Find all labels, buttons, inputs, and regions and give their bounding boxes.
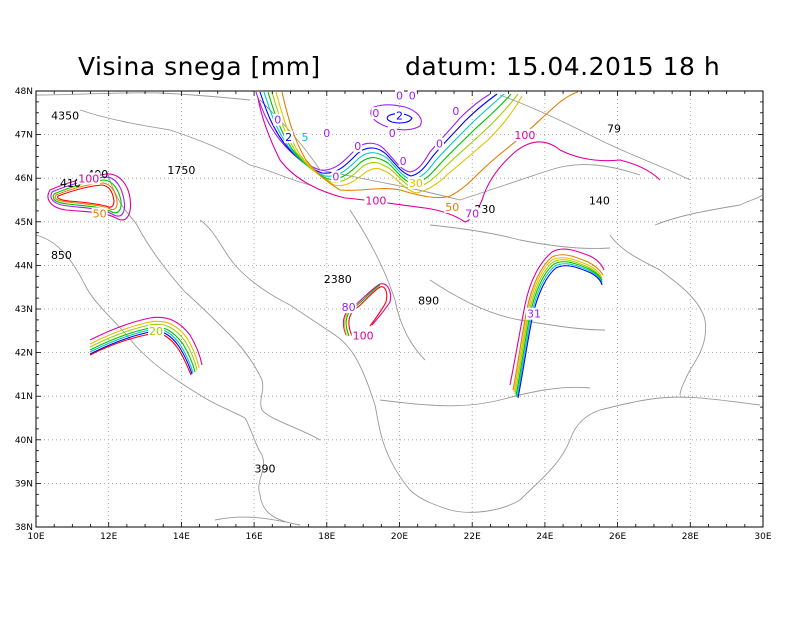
- dalmatian-coast: [200, 220, 358, 362]
- station-value: 890: [418, 295, 439, 308]
- contour-group-bulgaria: [510, 249, 604, 398]
- contour-label: 0: [436, 138, 443, 151]
- lat-tick-label: 43N: [15, 305, 33, 315]
- contour-label: 0: [452, 105, 459, 118]
- contour-label: 20: [149, 325, 163, 338]
- station-value: 4350: [51, 109, 79, 122]
- station-value: 79: [607, 122, 621, 135]
- lon-tick-label: 20E: [391, 532, 408, 542]
- contour-group-italy: [90, 317, 202, 375]
- station-value: 390: [255, 463, 276, 476]
- contour-label: 50: [93, 207, 107, 220]
- lon-tick-label: 24E: [536, 532, 553, 542]
- station-value: 2380: [324, 273, 352, 286]
- contour-label: 2: [396, 109, 403, 122]
- contour-label: 0: [354, 140, 361, 153]
- lon-tick-label: 10E: [27, 532, 44, 542]
- lat-tick-label: 40N: [15, 436, 33, 446]
- lon-tick-label: 28E: [682, 532, 699, 542]
- station-value: 140: [589, 194, 610, 207]
- lat-tick-label: 41N: [15, 392, 33, 402]
- black-sea-coast: [610, 235, 706, 395]
- contour-label: 100: [353, 330, 374, 343]
- lat-tick-label: 45N: [15, 218, 33, 228]
- contour-label: 0: [332, 170, 339, 183]
- contour-label: 0: [396, 90, 403, 103]
- black-sea-north: [655, 195, 762, 225]
- contour-label: 0: [409, 90, 416, 103]
- italy-adriatic-coast: [108, 175, 320, 440]
- lon-tick-label: 22E: [464, 532, 481, 542]
- lat-tick-label: 46N: [15, 174, 33, 184]
- contour-50-bg: [513, 255, 603, 390]
- border-danube: [430, 225, 610, 249]
- italy-tyrrhenian-coast: [36, 235, 300, 525]
- lon-tick-label: 18E: [318, 532, 335, 542]
- contour-label: 5: [301, 131, 308, 144]
- sicily-coast: [215, 517, 285, 522]
- station-value: 1750: [167, 164, 195, 177]
- albania-greece-coast: [358, 362, 520, 512]
- lon-tick-label: 14E: [173, 532, 190, 542]
- lat-tick-label: 38N: [15, 523, 33, 533]
- lat-tick-label: 42N: [15, 349, 33, 359]
- contour-label: 0: [323, 127, 330, 140]
- border-bulgaria: [430, 280, 605, 330]
- lon-tick-label: 26E: [609, 532, 626, 542]
- contour-label: 70: [465, 207, 479, 220]
- contour-label: 0: [389, 127, 396, 140]
- lon-tick-label: 16E: [246, 532, 263, 542]
- aegean-coast: [520, 397, 760, 500]
- station-value: 850: [51, 249, 72, 262]
- contour-label: 100: [365, 194, 386, 207]
- contour-label: 80: [342, 301, 356, 314]
- contour-label: 0: [372, 107, 379, 120]
- contour-label: 50: [445, 201, 459, 214]
- contour-label: 30: [409, 177, 423, 190]
- map-labels: 4350175041040085079140230238089039000020…: [51, 90, 621, 476]
- axis-ticks: 10E 12E 14E 16E 18E 20E 22E 24E 26E 28E 30E 38N 39N 4…: [15, 87, 772, 542]
- contour-label: 31: [527, 308, 541, 321]
- contour-label: 100: [78, 173, 99, 186]
- lat-tick-label: 44N: [15, 261, 33, 271]
- lat-tick-label: 47N: [15, 131, 33, 141]
- contour-label: 100: [514, 129, 535, 142]
- lon-tick-label: 12E: [100, 532, 117, 542]
- contour-label: 2: [285, 131, 292, 144]
- lon-tick-label: 30E: [754, 532, 771, 542]
- border-romania: [460, 165, 640, 200]
- lat-tick-label: 48N: [15, 87, 33, 97]
- lat-tick-label: 39N: [15, 479, 33, 489]
- snow-contours: [48, 92, 660, 398]
- contour-label: 0: [400, 155, 407, 168]
- contour-label: 0: [274, 114, 281, 127]
